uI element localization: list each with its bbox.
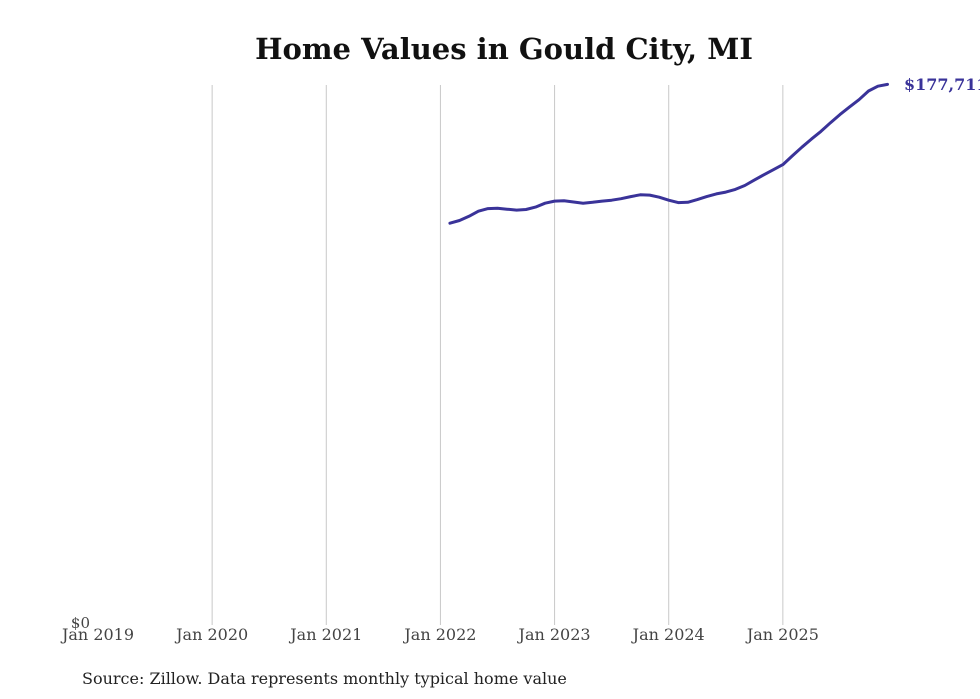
y-tick-label: $0 <box>71 614 90 632</box>
x-tick-label: Jan 2022 <box>402 625 476 644</box>
series-lines <box>448 82 889 225</box>
x-tick-label: Jan 2025 <box>745 625 819 644</box>
x-tick-label: Jan 2021 <box>288 625 362 644</box>
x-tick-label: Jan 2020 <box>174 625 248 644</box>
x-tick-label: Jan 2019 <box>60 625 134 644</box>
chart-title: Home Values in Gould City, MI <box>255 32 753 66</box>
end-value-label: $177,711 <box>904 75 980 94</box>
source-note: Source: Zillow. Data represents monthly … <box>82 669 567 688</box>
series-line <box>448 82 889 225</box>
x-tick-label: Jan 2024 <box>631 625 705 644</box>
x-axis-ticks: Jan 2019 Jan 2020 Jan 2021 Jan 2022 Jan 2023… <box>60 625 819 644</box>
x-tick-label: Jan 2023 <box>517 625 591 644</box>
gridlines <box>211 85 784 625</box>
y-axis-ticks: $0 <box>71 614 90 632</box>
